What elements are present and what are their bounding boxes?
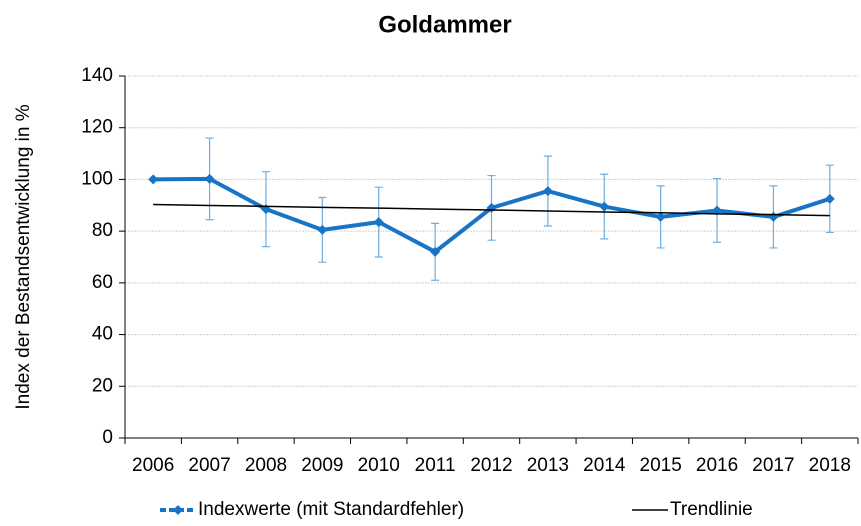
legend-label: Trendlinie — [670, 499, 753, 520]
x-tick-label: 2006 — [132, 455, 174, 476]
data-point — [317, 224, 328, 235]
data-point — [204, 173, 215, 184]
data-point — [599, 201, 610, 212]
x-tick-label: 2015 — [640, 455, 682, 476]
x-tick-label: 2008 — [245, 455, 287, 476]
y-tick-label: 20 — [92, 375, 113, 396]
data-point — [148, 174, 159, 185]
y-tick-label: 100 — [81, 168, 113, 189]
data-point — [712, 205, 723, 216]
x-tick-label: 2009 — [301, 455, 343, 476]
x-tick-label: 2007 — [188, 455, 230, 476]
y-tick-label: 140 — [81, 65, 113, 86]
x-tick-label: 2012 — [470, 455, 512, 476]
y-tick-label: 60 — [92, 272, 113, 293]
x-tick-label: 2010 — [358, 455, 400, 476]
x-tick-label: 2011 — [415, 455, 456, 476]
x-tick-label: 2016 — [696, 455, 738, 476]
data-point — [373, 217, 384, 228]
x-tick-label: 2018 — [809, 455, 851, 476]
data-point — [430, 246, 441, 257]
x-tick-label: 2017 — [752, 455, 794, 476]
x-tick-label: 2014 — [583, 455, 626, 476]
data-point — [542, 186, 553, 197]
legend-label: Indexwerte (mit Standardfehler) — [198, 499, 464, 520]
data-point — [655, 211, 666, 222]
y-tick-label: 0 — [102, 427, 113, 448]
trend-line — [153, 203, 830, 217]
legend-marker — [173, 505, 183, 515]
y-axis-label: Index der Bestandsentwicklung in % — [13, 104, 34, 409]
y-tick-label: 80 — [92, 220, 113, 241]
x-tick-label: 2013 — [527, 455, 569, 476]
data-point — [824, 193, 835, 204]
chart-title: Goldammer — [378, 11, 511, 38]
data-point — [768, 211, 779, 222]
y-tick-label: 40 — [92, 324, 113, 345]
y-tick-label: 120 — [81, 117, 113, 138]
